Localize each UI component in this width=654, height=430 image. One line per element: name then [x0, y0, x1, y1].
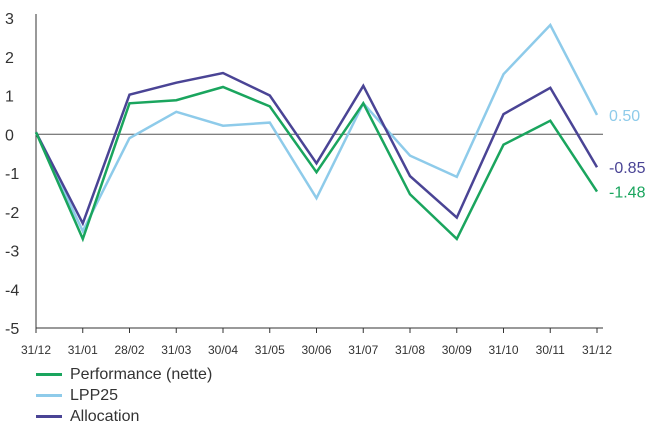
series-line-allocation [34, 71, 599, 227]
y-tick-label: -4 [5, 282, 19, 299]
series-line-performance [34, 85, 599, 243]
y-tick-label: 2 [5, 50, 14, 67]
series-line-lpp25 [34, 22, 599, 234]
x-tick-label: 31/08 [395, 343, 425, 357]
x-tick-label: 31/12 [582, 343, 612, 357]
legend-item-lpp25: LPP25 [36, 385, 212, 406]
legend-swatch-performance [36, 373, 62, 376]
x-tick-label: 30/09 [442, 343, 472, 357]
x-tick-label: 30/11 [536, 343, 565, 357]
legend-label-allocation: Allocation [70, 407, 140, 425]
x-tick-label: 28/02 [114, 343, 144, 357]
x-tick-label: 30/04 [208, 343, 238, 357]
legend-item-performance: Performance (nette) [36, 364, 212, 385]
y-axis-ticks: 3 2 1 0 -1 -2 -3 -4 -5 [5, 11, 19, 338]
legend-label-performance: Performance (nette) [70, 365, 213, 383]
x-tick-label: 30/06 [301, 343, 331, 357]
x-tick-label: 31/01 [68, 343, 98, 357]
x-tick-label: 31/10 [488, 343, 518, 357]
end-label-allocation: -0.85 [609, 160, 646, 177]
legend-swatch-lpp25 [36, 394, 62, 397]
y-tick-label: 1 [5, 89, 14, 106]
x-axis-ticks: 31/12 31/01 28/02 31/03 30/04 31/05 30/06 31/07… [21, 328, 612, 357]
end-label-performance: -1.48 [609, 185, 646, 202]
legend-label-lpp25: LPP25 [70, 386, 119, 404]
y-tick-label: -2 [5, 205, 19, 222]
x-tick-label: 31/07 [348, 343, 378, 357]
y-tick-label: -3 [5, 244, 19, 261]
y-tick-label: -5 [5, 321, 19, 338]
y-tick-label: 3 [5, 11, 14, 28]
x-tick-label: 31/05 [255, 343, 285, 357]
y-tick-label: -1 [5, 166, 19, 183]
line-chart: 3 2 1 0 -1 -2 -3 -4 -5 31/12 31/01 28/02 31/03 30/04… [5, 11, 646, 357]
end-value-labels: -1.48 0.50 -0.85 [609, 108, 646, 202]
legend-swatch-allocation [36, 415, 62, 418]
y-tick-label: 0 [5, 127, 14, 144]
legend: Performance (nette) LPP25 Allocation [36, 364, 212, 427]
end-label-lpp25: 0.50 [609, 108, 640, 125]
legend-item-allocation: Allocation [36, 406, 212, 427]
x-tick-label: 31/12 [21, 343, 51, 357]
series-lines [34, 22, 599, 243]
x-tick-label: 31/03 [161, 343, 191, 357]
